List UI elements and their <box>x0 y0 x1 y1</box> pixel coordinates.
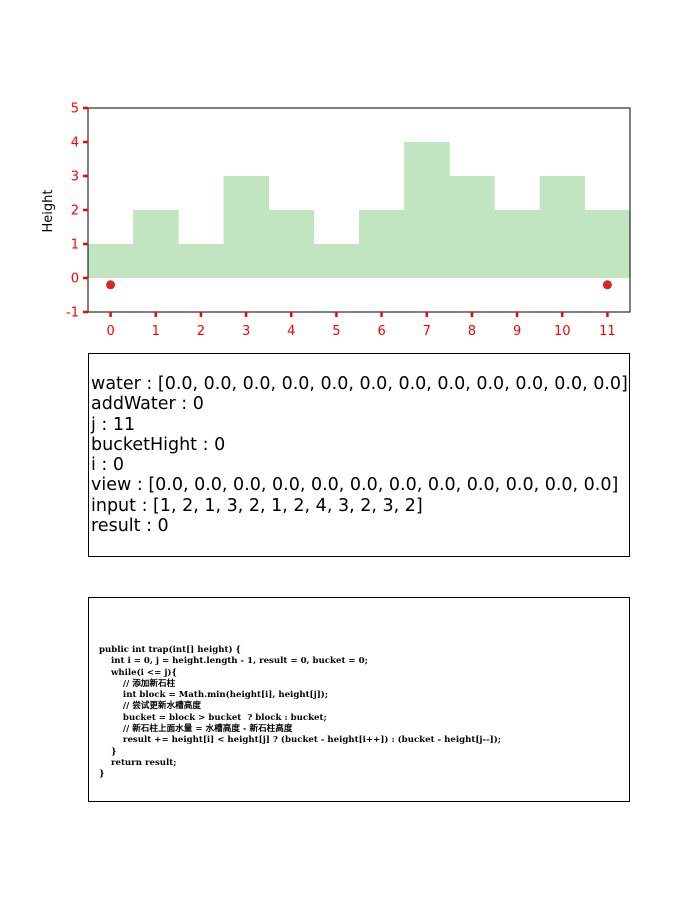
bar-chart: -1 0 1 2 3 4 5 0 1 2 3 4 5 6 7 8 9 10 11 Height <box>41 102 631 339</box>
y-tick-label: 1 <box>71 238 79 253</box>
variable-line: view : [0.0, 0.0, 0.0, 0.0, 0.0, 0.0, 0.… <box>91 475 619 496</box>
y-axis-label: Height <box>41 190 56 233</box>
code-block: public int trap(int[] height) { int i = … <box>99 645 501 780</box>
y-tick-label: 5 <box>71 102 79 117</box>
variable-line: water : [0.0, 0.0, 0.0, 0.0, 0.0, 0.0, 0… <box>91 374 628 394</box>
x-tick-label: 8 <box>468 324 476 339</box>
bar <box>539 176 586 278</box>
y-axis-ticks: -1 0 1 2 3 4 5 <box>66 102 88 321</box>
variable-line: addWater : 0 <box>91 394 204 415</box>
x-tick-label: 2 <box>197 324 205 339</box>
pointer-marker <box>106 280 116 290</box>
bar <box>223 176 269 278</box>
y-tick-label: 0 <box>71 272 79 287</box>
variable-line: result : 0 <box>91 516 169 537</box>
y-tick-label: -1 <box>66 306 79 321</box>
bar <box>359 210 405 278</box>
x-tick-label: 11 <box>599 324 616 339</box>
bars-group <box>88 142 631 278</box>
y-tick-label: 2 <box>71 204 79 219</box>
x-tick-label: 5 <box>332 324 340 339</box>
x-tick-label: 7 <box>423 324 431 339</box>
variables-panel: water : [0.0, 0.0, 0.0, 0.0, 0.0, 0.0, 0… <box>88 353 630 557</box>
y-tick-label: 3 <box>71 170 79 185</box>
bar <box>404 142 450 278</box>
bar <box>178 244 224 278</box>
variable-line: input : [1, 2, 1, 3, 2, 1, 2, 4, 3, 2, 3… <box>91 495 423 516</box>
variable-line: i : 0 <box>91 455 125 476</box>
x-axis-ticks: 0 1 2 3 4 5 6 7 8 9 10 11 <box>106 312 616 339</box>
bar <box>313 244 360 278</box>
x-tick-label: 1 <box>152 324 160 339</box>
x-tick-label: 10 <box>554 324 571 339</box>
bar <box>88 244 134 278</box>
code-panel: public int trap(int[] height) { int i = … <box>88 597 630 802</box>
bar <box>584 210 631 278</box>
bar <box>133 210 179 278</box>
x-tick-label: 3 <box>242 324 250 339</box>
variable-line: bucketHight : 0 <box>91 434 226 455</box>
x-tick-label: 4 <box>287 324 295 339</box>
x-tick-label: 9 <box>513 324 521 339</box>
bar <box>449 176 495 278</box>
variable-line: j : 11 <box>91 414 136 435</box>
y-tick-label: 4 <box>71 136 79 151</box>
x-tick-label: 0 <box>106 324 114 339</box>
x-tick-label: 6 <box>377 324 385 339</box>
bar <box>494 210 540 278</box>
bar <box>268 210 315 278</box>
markers-group <box>106 280 612 290</box>
pointer-marker <box>602 280 612 290</box>
variables-list: water : [0.0, 0.0, 0.0, 0.0, 0.0, 0.0, 0… <box>91 374 628 536</box>
